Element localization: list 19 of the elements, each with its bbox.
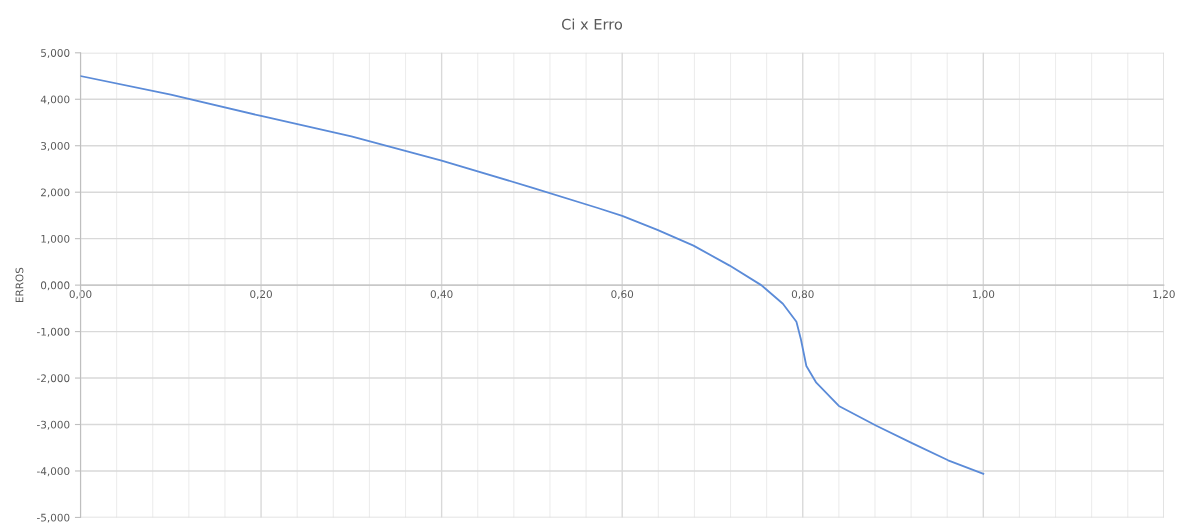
y-tick-label: 3,000: [41, 141, 70, 151]
x-tick-label: 0,40: [430, 290, 453, 300]
y-tick-label: -4,000: [37, 467, 70, 477]
x-tick-label: 0,80: [791, 290, 814, 300]
y-tick-label: 5,000: [41, 49, 70, 58]
y-tick-label: -2,000: [37, 374, 70, 384]
y-tick-label: -5,000: [37, 513, 70, 523]
y-tick-label: 2,000: [41, 188, 70, 198]
x-tick-label: 1,00: [972, 290, 995, 300]
x-tick-label: 0,60: [611, 290, 634, 300]
y-tick-label: 1,000: [41, 234, 70, 244]
x-tick-label: 0,20: [250, 290, 272, 300]
x-tick-label: 1,20: [1153, 290, 1175, 300]
y-tick-label: 0,000: [40, 281, 70, 291]
chart-title: Ci x Erro: [561, 18, 623, 30]
y-axis-title: ERROS: [15, 267, 24, 303]
y-tick-label: -3,000: [37, 420, 70, 430]
y-tick-label: -1,000: [37, 327, 70, 337]
y-tick-label: 4,000: [40, 95, 70, 105]
